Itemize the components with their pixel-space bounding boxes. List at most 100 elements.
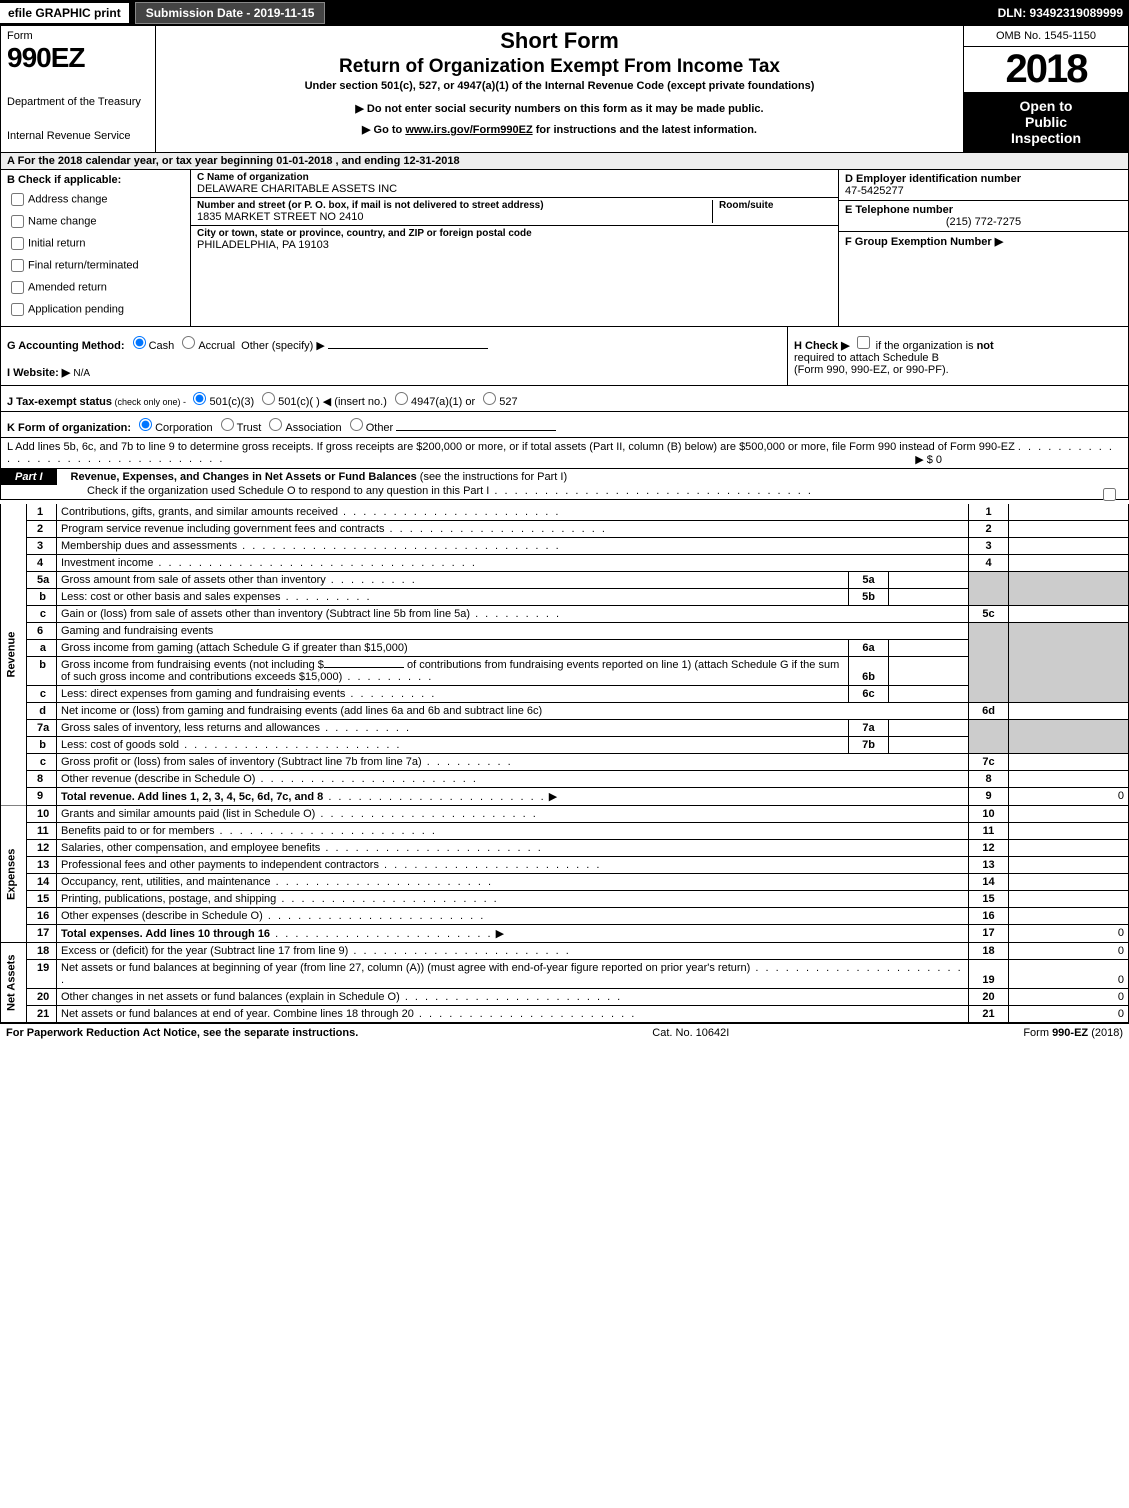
l-amount: ▶ $ 0 bbox=[915, 453, 942, 466]
l13-desc: Professional fees and other payments to … bbox=[57, 857, 969, 874]
l7c-box: 7c bbox=[969, 754, 1009, 771]
chk-initial-return-box[interactable] bbox=[11, 237, 24, 250]
radio-trust[interactable] bbox=[221, 418, 234, 431]
l7a-iamt bbox=[889, 720, 969, 737]
radio-accrual[interactable] bbox=[182, 336, 195, 349]
radio-association[interactable] bbox=[269, 418, 282, 431]
h-label: H Check ▶ bbox=[794, 340, 850, 352]
footer: For Paperwork Reduction Act Notice, see … bbox=[0, 1023, 1129, 1042]
l8-box: 8 bbox=[969, 771, 1009, 788]
l8-desc: Other revenue (describe in Schedule O) bbox=[57, 771, 969, 788]
radio-501c[interactable] bbox=[262, 392, 275, 405]
l20-num: 20 bbox=[27, 989, 57, 1006]
l18-box: 18 bbox=[969, 943, 1009, 960]
l19-box: 19 bbox=[969, 960, 1009, 989]
radio-4947[interactable] bbox=[395, 392, 408, 405]
l8-num: 8 bbox=[27, 771, 57, 788]
l12-amt bbox=[1009, 840, 1129, 857]
section-k: K Form of organization: Corporation Trus… bbox=[0, 412, 1129, 438]
accounting-other: Other (specify) ▶ bbox=[241, 340, 325, 352]
radio-527[interactable] bbox=[483, 392, 496, 405]
l21-amt: 0 bbox=[1009, 1006, 1129, 1023]
radio-corporation-label: Corporation bbox=[155, 422, 212, 434]
l14-box: 14 bbox=[969, 874, 1009, 891]
l21-desc: Net assets or fund balances at end of ye… bbox=[57, 1006, 969, 1023]
l17-desc: Total expenses. Add lines 10 through 16 … bbox=[57, 925, 969, 943]
l2-desc: Program service revenue including govern… bbox=[57, 521, 969, 538]
l7ab-shade-amt bbox=[1009, 720, 1129, 754]
l20-desc: Other changes in net assets or fund bala… bbox=[57, 989, 969, 1006]
l5c-amt bbox=[1009, 606, 1129, 623]
l17-box: 17 bbox=[969, 925, 1009, 943]
h-txt1: if the organization is bbox=[876, 340, 977, 352]
org-name-row: C Name of organization DELAWARE CHARITAB… bbox=[191, 170, 838, 198]
sidebar-revenue: Revenue bbox=[1, 504, 27, 806]
footer-mid: Cat. No. 10642I bbox=[358, 1027, 1023, 1039]
chk-address-change[interactable]: Address change bbox=[7, 190, 184, 209]
l5b-num: b bbox=[27, 589, 57, 606]
l12-box: 12 bbox=[969, 840, 1009, 857]
l15-num: 15 bbox=[27, 891, 57, 908]
l1-desc: Contributions, gifts, grants, and simila… bbox=[57, 504, 969, 521]
topbar: efile GRAPHIC print Submission Date - 20… bbox=[0, 0, 1129, 26]
radio-4947-label: 4947(a)(1) or bbox=[411, 396, 475, 408]
chk-initial-return-label: Initial return bbox=[28, 237, 85, 249]
l13-amt bbox=[1009, 857, 1129, 874]
l7b-num: b bbox=[27, 737, 57, 754]
l16-amt bbox=[1009, 908, 1129, 925]
l3-desc: Membership dues and assessments bbox=[57, 538, 969, 555]
l9-desc: Total revenue. Add lines 1, 2, 3, 4, 5c,… bbox=[57, 788, 969, 806]
submission-date: Submission Date - 2019-11-15 bbox=[135, 2, 326, 24]
website-val: N/A bbox=[73, 368, 90, 379]
l6d-num: d bbox=[27, 703, 57, 720]
radio-other-org[interactable] bbox=[350, 418, 363, 431]
l10-amt bbox=[1009, 806, 1129, 823]
chk-address-change-box[interactable] bbox=[11, 193, 24, 206]
chk-schedule-b[interactable] bbox=[857, 336, 870, 349]
chk-amended-return[interactable]: Amended return bbox=[7, 278, 184, 297]
l17-num: 17 bbox=[27, 925, 57, 943]
l18-desc: Excess or (deficit) for the year (Subtra… bbox=[57, 943, 969, 960]
l18-amt: 0 bbox=[1009, 943, 1129, 960]
chk-schedule-o[interactable] bbox=[1103, 488, 1116, 501]
radio-527-label: 527 bbox=[499, 396, 517, 408]
chk-application-pending[interactable]: Application pending bbox=[7, 300, 184, 319]
radio-corporation[interactable] bbox=[139, 418, 152, 431]
l6-num: 6 bbox=[27, 623, 57, 640]
irs-link[interactable]: www.irs.gov/Form990EZ bbox=[405, 124, 532, 136]
title-return: Return of Organization Exempt From Incom… bbox=[164, 56, 955, 78]
phone: (215) 772-7275 bbox=[845, 216, 1122, 228]
l5b-ibox: 5b bbox=[849, 589, 889, 606]
dln: DLN: 93492319089999 bbox=[998, 6, 1123, 20]
open-line1: Open to bbox=[966, 98, 1126, 114]
l5a-num: 5a bbox=[27, 572, 57, 589]
l19-num: 19 bbox=[27, 960, 57, 989]
part1-badge: Part I bbox=[1, 469, 57, 485]
address: 1835 MARKET STREET NO 2410 bbox=[197, 211, 712, 223]
h-txt2: required to attach Schedule B bbox=[794, 352, 1122, 364]
chk-name-change-box[interactable] bbox=[11, 215, 24, 228]
l14-desc: Occupancy, rent, utilities, and maintena… bbox=[57, 874, 969, 891]
chk-amended-return-label: Amended return bbox=[28, 281, 107, 293]
chk-initial-return[interactable]: Initial return bbox=[7, 234, 184, 253]
chk-final-return[interactable]: Final return/terminated bbox=[7, 256, 184, 275]
city-row: City or town, state or province, country… bbox=[191, 226, 838, 326]
l14-num: 14 bbox=[27, 874, 57, 891]
k-label: K Form of organization: bbox=[7, 422, 131, 434]
link-post: for instructions and the latest informat… bbox=[533, 124, 757, 136]
chk-application-pending-box[interactable] bbox=[11, 303, 24, 316]
open-line2: Public bbox=[966, 114, 1126, 130]
radio-cash[interactable] bbox=[133, 336, 146, 349]
chk-amended-return-box[interactable] bbox=[11, 281, 24, 294]
chk-name-change[interactable]: Name change bbox=[7, 212, 184, 231]
l6c-iamt bbox=[889, 686, 969, 703]
radio-501c3[interactable] bbox=[193, 392, 206, 405]
footer-right: Form 990-EZ (2018) bbox=[1023, 1027, 1123, 1039]
radio-501c3-label: 501(c)(3) bbox=[209, 396, 254, 408]
l7ab-shade bbox=[969, 720, 1009, 754]
chk-final-return-box[interactable] bbox=[11, 259, 24, 272]
ein-label: D Employer identification number bbox=[845, 173, 1122, 185]
l15-amt bbox=[1009, 891, 1129, 908]
l4-amt bbox=[1009, 555, 1129, 572]
dept-treasury: Department of the Treasury bbox=[7, 96, 149, 108]
